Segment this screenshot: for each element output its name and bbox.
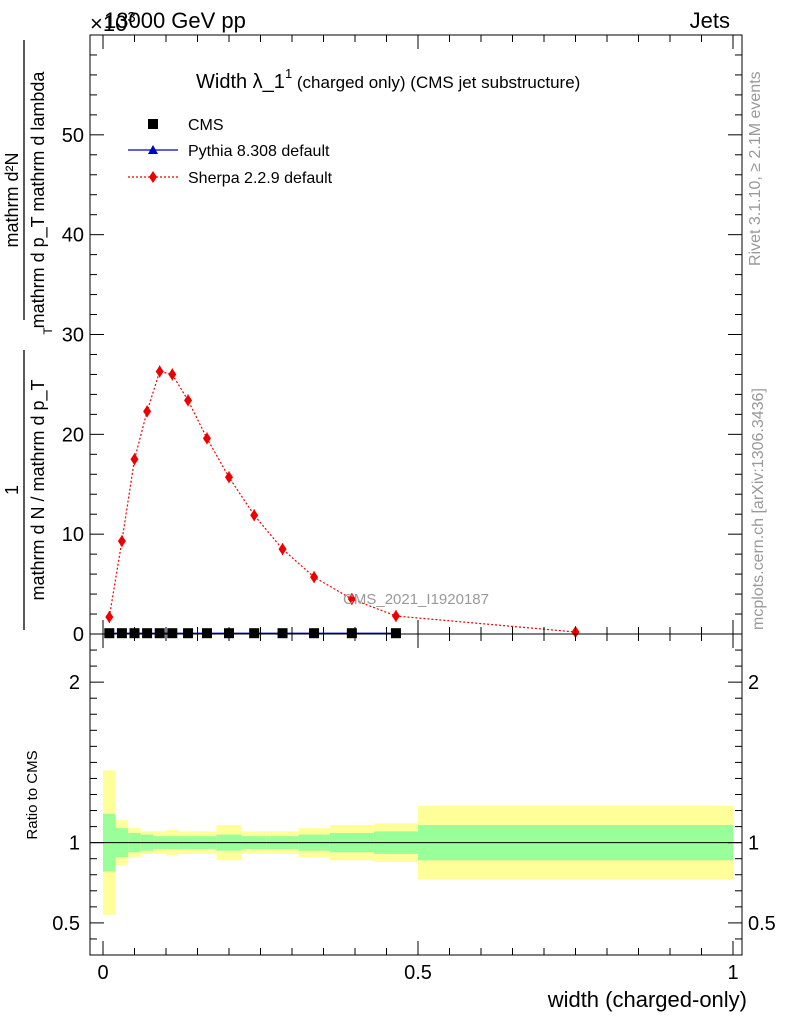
ratio-x-tick-label: 0.5 xyxy=(404,962,432,984)
ratio-x-tick-label: 0 xyxy=(97,962,108,984)
sherpa-point xyxy=(391,610,400,623)
mcplots-label: mcplots.cern.ch [arXiv:1306.3436] xyxy=(750,388,767,630)
cms-point xyxy=(116,628,127,639)
legend-cms-marker xyxy=(148,119,158,129)
ratio-x-tick-label: 1 xyxy=(727,962,738,984)
main-marks xyxy=(104,365,580,639)
sherpa-point xyxy=(168,368,177,381)
ratio-y-tick-label-right: 1 xyxy=(748,833,759,855)
process-label: Jets xyxy=(690,8,730,33)
ratio-y-tick-label-right: 0.5 xyxy=(748,913,776,935)
analysis-id-label: CMS_2021_I1920187 xyxy=(343,591,489,608)
main-y-tick-label: 20 xyxy=(62,424,84,446)
y-label-numerator: mathrm d²N xyxy=(2,152,22,247)
chart-title: Width λ_11 (charged only) (CMS jet subst… xyxy=(196,66,580,93)
sherpa-point xyxy=(202,432,211,445)
sherpa-point xyxy=(250,509,259,522)
ratio-y-ticks: 0.5 0.5 1 1 2 2 xyxy=(52,649,776,940)
ratio-y-tick-label-left: 0.5 xyxy=(52,913,80,935)
legend: CMS Pythia 8.308 default Sherpa 2.2.9 de… xyxy=(128,117,333,187)
sherpa-point xyxy=(225,471,233,484)
cms-point xyxy=(277,628,288,639)
main-y-tick-label: 50 xyxy=(62,125,84,147)
sherpa-point xyxy=(278,543,287,556)
x-axis-label: width (charged-only) xyxy=(547,987,747,1012)
main-panel: 0 10 20 30 40 50 Width λ_11 (charged only) (C… xyxy=(2,34,743,646)
ratio-y-tick-label-left: 2 xyxy=(69,672,80,694)
sherpa-point xyxy=(117,535,126,548)
legend-sherpa-marker xyxy=(149,171,157,183)
legend-pythia-marker xyxy=(148,145,158,154)
ratio-y-tick-label-left: 1 xyxy=(69,833,80,855)
main-y-tick-label: 10 xyxy=(62,524,84,546)
y-label-denominator: mathrm d p_T mathrm d lambda xyxy=(28,71,49,329)
y-label-one: 1 xyxy=(2,485,22,495)
y-label-sub: T xyxy=(41,327,55,335)
main-y-axis-label: 1 mathrm d N / mathrm d p_T T mathrm d²N… xyxy=(2,40,55,630)
legend-cms-label: CMS xyxy=(188,117,224,134)
legend-pythia-label: Pythia 8.308 default xyxy=(188,143,330,160)
cms-point xyxy=(346,628,357,639)
sherpa-point xyxy=(310,571,319,584)
sherpa-point xyxy=(347,593,356,606)
cms-point xyxy=(183,628,194,639)
main-y-ticks: 0 10 20 30 40 50 xyxy=(62,34,742,646)
cms-point xyxy=(142,628,153,639)
cms-point xyxy=(167,628,178,639)
ratio-panel: 0.5 0.51 12 2 0 0.5 1 Ratio to CMS width (cha… xyxy=(24,633,776,1012)
rivet-label: Rivet 3.1.10, ≥ 2.1M events xyxy=(747,71,764,266)
ratio-y-axis-label: Ratio to CMS xyxy=(24,750,41,839)
main-y-tick-label: 30 xyxy=(62,325,84,347)
cms-point xyxy=(104,628,115,639)
sherpa-point xyxy=(130,453,139,466)
main-y-tick-label: 0 xyxy=(73,624,84,646)
sherpa-point xyxy=(155,365,164,378)
main-y-tick-label: 40 xyxy=(62,225,84,247)
main-x-ticks xyxy=(102,35,734,634)
sherpa-point xyxy=(105,611,114,624)
ratio-x-ticks: 0 0.5 1 xyxy=(97,634,739,984)
y-label-prefix: mathrm d N / mathrm d p_T xyxy=(28,379,49,600)
cms-point xyxy=(154,628,165,639)
legend-sherpa-label: Sherpa 2.2.9 default xyxy=(188,170,333,187)
sherpa-point xyxy=(143,405,152,418)
exponent-label: ×103 xyxy=(90,9,136,36)
energy-label: 13000 GeV pp xyxy=(104,8,246,33)
ratio-y-tick-label-right: 2 xyxy=(748,672,759,694)
cms-point xyxy=(390,628,401,639)
sherpa-point xyxy=(184,394,193,407)
cms-point xyxy=(249,628,260,639)
cms-point xyxy=(309,628,320,639)
cms-point xyxy=(201,628,212,639)
